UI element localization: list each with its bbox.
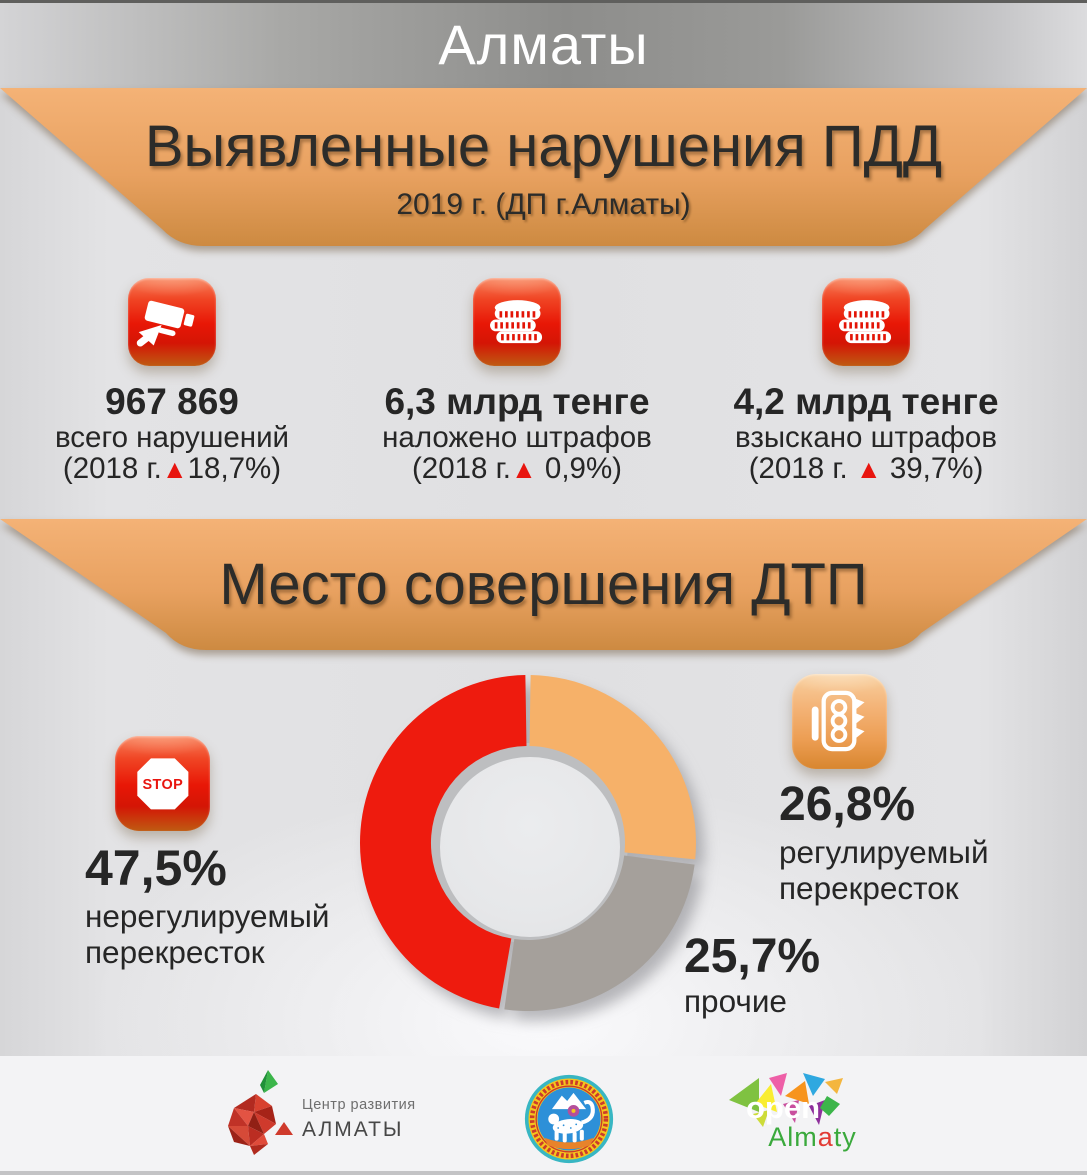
percent-value: 25,7% — [684, 930, 821, 983]
stat-label: всего нарушений — [54, 420, 290, 454]
accident-location-title: Место совершения ДТП — [219, 552, 868, 617]
accident-location-banner — [0, 519, 1087, 650]
up-triangle-icon: ▲ — [511, 454, 537, 485]
bottom-divider — [0, 1171, 1087, 1175]
stat-label: наложено штрафов — [382, 420, 652, 454]
donut-chart — [346, 661, 710, 1025]
stat-fines-imposed: 6,3 млрд тенге наложено штрафов (2018 г.… — [357, 270, 677, 485]
open-almaty-logo-text: Almaty — [768, 1122, 857, 1152]
open-logo-word: open — [746, 1090, 820, 1125]
stat-value: 4,2 млрд тенге — [733, 381, 999, 422]
violations-banner-title: Выявленные нарушения ПДД — [144, 114, 943, 179]
stat-value: 967 869 — [105, 381, 239, 422]
violations-banner-subtitle: 2019 г. (ДП г.Алматы) — [396, 188, 691, 221]
dev-center-logo-text: Центр развития АЛМАТЫ — [302, 1097, 416, 1141]
stat-total-violations: 967 869 всего нарушений (2018 г.▲18,7%) — [12, 270, 332, 485]
traffic-light-icon — [792, 674, 887, 769]
page-title: Алматы — [438, 13, 649, 76]
callout-other: 25,7% прочие — [684, 933, 944, 1020]
faceted-apple-icon — [228, 1070, 293, 1155]
up-triangle-icon: ▲ — [161, 454, 188, 485]
stop-text: STOP — [142, 777, 183, 793]
stat-change: (2018 г.▲ 0,9%) — [411, 452, 622, 486]
header-bar: Алматы — [0, 0, 1087, 88]
stop-sign-icon: STOP — [115, 736, 210, 831]
callout-unregulated: 47,5% нерегулируемый перекресток — [85, 843, 395, 970]
color-mosaic-icon: open — [729, 1073, 843, 1127]
donut-slice — [529, 675, 696, 860]
donut-hole — [440, 757, 620, 937]
stat-label: взыскано штрафов — [734, 420, 997, 454]
stat-change: (2018 г. ▲ 39,7%) — [748, 452, 984, 486]
coins-stack-icon — [473, 278, 561, 366]
cctv-camera-icon — [128, 278, 216, 366]
stat-fines-collected: 4,2 млрд тенге взыскано штрафов (2018 г.… — [706, 270, 1026, 485]
donut-slice — [359, 675, 527, 1009]
almaty-seal-icon — [524, 1074, 614, 1164]
donut-slices — [359, 675, 696, 1011]
up-triangle-icon: ▲ — [855, 454, 882, 485]
percent-value: 26,8% — [779, 778, 916, 831]
stat-change: (2018 г.▲18,7%) — [62, 452, 282, 486]
callout-regulated: 26,8% регулируемый перекресток — [779, 781, 1079, 906]
donut-slice — [504, 855, 695, 1011]
stat-value: 6,3 млрд тенге — [384, 381, 650, 422]
percent-value: 47,5% — [85, 840, 227, 896]
violations-banner — [0, 88, 1087, 246]
coins-stack-icon — [822, 278, 910, 366]
